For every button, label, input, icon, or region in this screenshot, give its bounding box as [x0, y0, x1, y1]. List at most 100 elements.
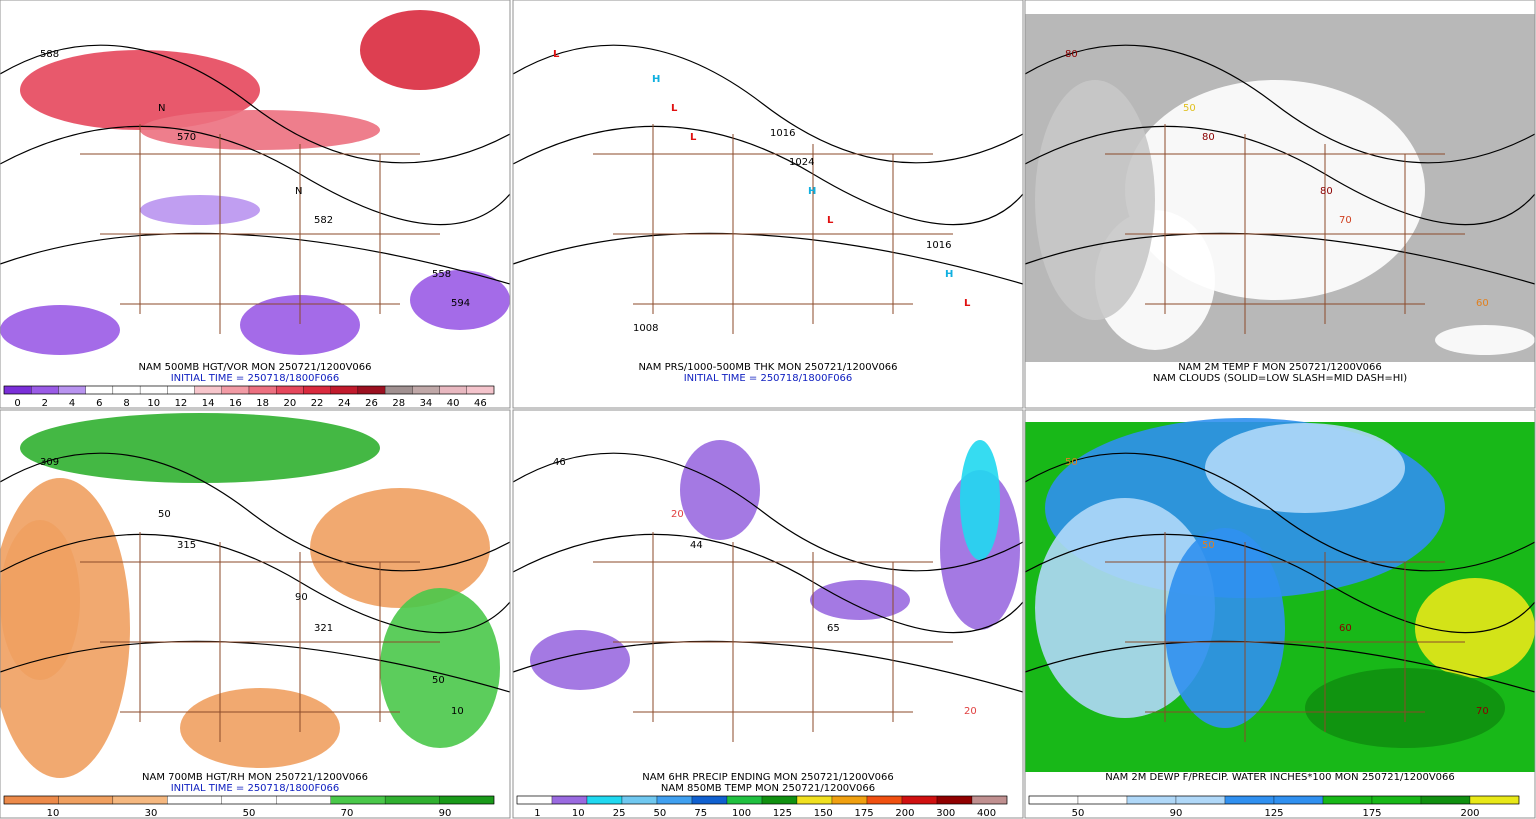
- colorbar-label: 75: [694, 808, 707, 819]
- caption: NAM CLOUDS (SOLID=LOW SLASH=MID DASH=HI): [1153, 373, 1407, 384]
- colorbar-swatch: [901, 795, 938, 805]
- colorbar-frame: [3, 385, 495, 395]
- field-shade: [1435, 325, 1535, 355]
- colorbar-swatch: [357, 385, 386, 395]
- panel-border: [512, 409, 1024, 819]
- map-label: N: [158, 103, 165, 114]
- colorbar-label: 14: [202, 398, 215, 409]
- colorbar-label: 18: [256, 398, 269, 409]
- map-label: 80: [1320, 186, 1333, 197]
- colorbar-swatch: [1371, 795, 1422, 805]
- map-label: 321: [314, 623, 333, 634]
- colorbar-label: 50: [243, 808, 256, 819]
- colorbar-swatch: [58, 385, 86, 395]
- contour: [0, 125, 511, 226]
- colorbar-swatch: [936, 795, 973, 805]
- panel: 588 570 582 594 N N 558 NAM 500MB HGT/VOR MON 2…: [0, 0, 511, 409]
- contour: [512, 44, 1024, 164]
- panel-border: [1024, 409, 1536, 819]
- colorbar-swatch: [691, 795, 728, 805]
- field-shade: [140, 195, 260, 225]
- colorbar-label: 1: [534, 808, 540, 819]
- colorbar-swatch: [384, 795, 440, 805]
- map-label: L: [690, 132, 697, 143]
- colorbar-frame: [3, 795, 495, 805]
- colorbar-swatch: [516, 795, 553, 805]
- map-label: N: [295, 186, 302, 197]
- colorbar-label: 200: [895, 808, 914, 819]
- field-shade: [240, 295, 360, 355]
- colorbar-label: 125: [1264, 808, 1283, 819]
- colorbar-swatch: [439, 385, 467, 395]
- colorbar-swatch: [221, 795, 277, 805]
- map-label: 570: [177, 132, 196, 143]
- map-label: 20: [964, 706, 977, 717]
- caption: INITIAL TIME = 250718/1800F066: [171, 373, 340, 384]
- colorbar-label: 40: [447, 398, 460, 409]
- borders: [80, 532, 440, 742]
- colorbar-label: 300: [936, 808, 955, 819]
- colorbar-label: 20: [283, 398, 296, 409]
- colorbar-label: 175: [855, 808, 874, 819]
- colorbar-swatch: [194, 385, 222, 395]
- panel: 46 44 65 20 20 NAM 6HR PRECIP ENDING MON 2507…: [512, 409, 1024, 819]
- map-label: 70: [1476, 706, 1489, 717]
- colorbar-swatch: [551, 795, 588, 805]
- field-shade: [310, 488, 490, 608]
- contour: [1024, 533, 1536, 634]
- colorbar-swatch: [1273, 795, 1324, 805]
- colorbar-label: 175: [1362, 808, 1381, 819]
- colorbar-label: 2: [42, 398, 48, 409]
- map-label: 60: [1339, 623, 1352, 634]
- colorbar-label: 4: [69, 398, 75, 409]
- borders: [593, 124, 953, 334]
- field-shade: [960, 440, 1000, 560]
- colorbar-swatch: [276, 385, 304, 395]
- colorbar-label: 50: [1072, 808, 1085, 819]
- field-shade: [680, 440, 760, 540]
- map-label: 70: [1339, 215, 1352, 226]
- map-label: 1024: [789, 157, 814, 168]
- panel: L L L L L H H H 1024 1016 1008 1016 NAM PRS/1000-500…: [512, 0, 1024, 409]
- field-shade: [410, 270, 510, 330]
- colorbar-swatch: [303, 385, 331, 395]
- colorbar-label: 200: [1460, 808, 1479, 819]
- colorbar-label: 6: [96, 398, 102, 409]
- contour: [1024, 125, 1536, 226]
- panel-border: [0, 409, 511, 819]
- map-label: 90: [295, 592, 308, 603]
- field-shade: [380, 588, 500, 748]
- colorbar-swatch: [621, 795, 658, 805]
- colorbar-label: 30: [145, 808, 158, 819]
- field-shade: [810, 580, 910, 620]
- map-label: 20: [671, 509, 684, 520]
- colorbar-label: 10: [47, 808, 60, 819]
- colorbar-swatch: [439, 795, 495, 805]
- colorbar-swatch: [330, 385, 359, 395]
- colorbar-swatch: [384, 385, 413, 395]
- map-label: 50: [1202, 540, 1215, 551]
- panel-border: [0, 0, 511, 409]
- field-shade: [0, 305, 120, 355]
- field-shade: [1165, 528, 1285, 728]
- colorbar-label: 90: [439, 808, 452, 819]
- caption: NAM 850MB TEMP MON 250721/1200V066: [661, 783, 875, 794]
- colorbar-swatch: [726, 795, 763, 805]
- map-label: 1016: [770, 128, 795, 139]
- borders: [1105, 532, 1465, 742]
- colorbar-label: 90: [1170, 808, 1183, 819]
- caption: NAM 2M DEWP F/PRECIP. WATER INCHES*100 M…: [1105, 772, 1455, 783]
- colorbar-label: 22: [311, 398, 324, 409]
- panel-border: [1024, 0, 1536, 409]
- borders: [80, 124, 440, 334]
- field-shade: [140, 110, 380, 150]
- colorbar-swatch: [1322, 795, 1373, 805]
- caption: NAM 700MB HGT/RH MON 250721/1200V066: [142, 772, 368, 783]
- colorbar-swatch: [586, 795, 623, 805]
- colorbar-swatch: [831, 795, 868, 805]
- colorbar-swatch: [58, 795, 114, 805]
- colorbar-label: 28: [392, 398, 405, 409]
- borders: [593, 532, 953, 742]
- map-label: 60: [1476, 298, 1489, 309]
